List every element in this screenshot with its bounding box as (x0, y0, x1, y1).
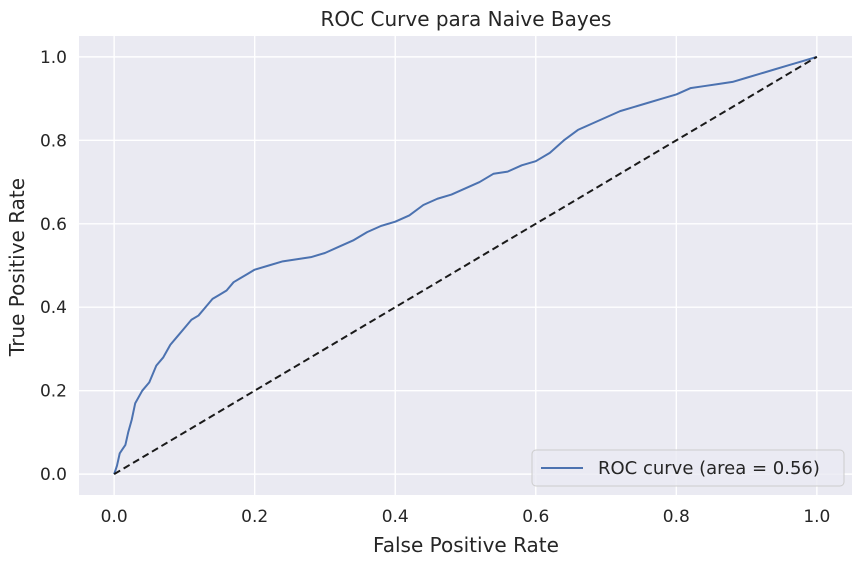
series-lines (113, 55, 818, 475)
legend: ROC curve (area = 0.56) (531, 449, 845, 487)
y-tick-label: 0.4 (40, 298, 67, 318)
x-tick-label: 0.8 (663, 507, 690, 527)
chart-title: ROC Curve para Naive Bayes (321, 7, 612, 31)
chance-line (113, 56, 818, 475)
y-tick-label: 1.0 (40, 48, 67, 68)
x-tick-labels: 0.0 0.2 0.4 0.6 0.8 1.0 (101, 507, 831, 527)
legend-box (531, 449, 845, 487)
y-tick-labels: 0.0 0.2 0.4 0.6 0.8 1.0 (40, 48, 67, 485)
x-tick-label: 1.0 (803, 507, 830, 527)
x-axis-label: False Positive Rate (373, 533, 559, 557)
x-tick-label: 0.6 (522, 507, 549, 527)
roc-curve-line (113, 55, 818, 475)
y-tick-label: 0.0 (40, 465, 67, 485)
x-tick-label: 0.4 (382, 507, 409, 527)
legend-label: ROC curve (area = 0.56) (598, 458, 820, 479)
y-tick-label: 0.6 (40, 215, 67, 235)
x-tick-label: 0.2 (241, 507, 268, 527)
y-tick-label: 0.8 (40, 131, 67, 151)
x-tick-label: 0.0 (101, 507, 128, 527)
y-tick-label: 0.2 (40, 382, 67, 402)
y-axis-label: True Positive Rate (5, 178, 29, 357)
